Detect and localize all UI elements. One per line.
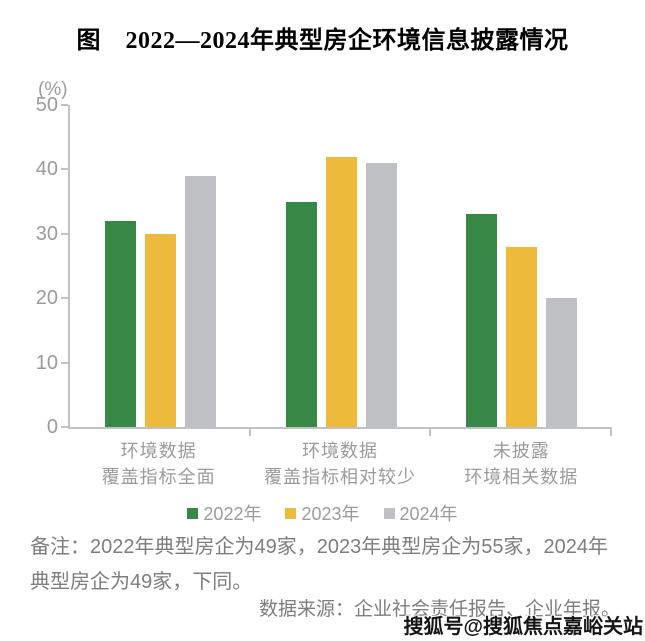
x-axis-labels: 环境数据 覆盖指标全面 环境数据 覆盖指标相对较少 未披露 环境相关数据 [68,438,612,490]
y-tick-label: 50 [35,94,58,116]
legend-swatch-icon [187,507,199,519]
y-tick-label: 10 [35,351,58,374]
bar-2022年-group1 [104,220,136,427]
y-tick-mark [61,426,68,428]
bar-group-1 [70,105,251,427]
y-tick-mark [61,232,68,235]
bar-group-3 [431,105,612,427]
bar-group-2 [251,105,432,427]
y-tick-label: 0 [46,416,58,438]
x-axis-label-2: 环境数据 覆盖指标相对较少 [263,441,416,487]
chart-title: 图 2022—2024年典型房企环境信息披露情况 [76,28,569,54]
legend-label: 2022年 [203,504,262,524]
y-axis-unit-label: (%) [38,79,68,100]
bar-2022年-group3 [466,214,498,427]
sohu-watermark: 搜狐号@搜狐焦点嘉峪关站 [403,616,643,638]
legend-item-2024年: 2024年 [383,500,458,526]
data-source-note: 数据来源：企业社会责任报告、企业年报。 [258,599,620,620]
bar-2023年-group1 [144,233,176,427]
y-tick-label: 20 [35,287,58,310]
bar-2024年-group2 [365,162,397,427]
x-tick-mark [429,429,432,436]
legend-swatch-icon [383,507,395,519]
plot-area: 0 10 20 30 40 50 [36,95,612,437]
x-tick-mark [610,429,612,436]
chart-legend: 2022年 2023年 2024年 [0,500,645,526]
y-tick-label: 40 [35,158,58,181]
remark-note: 备注：2022年典型房企为49家，2023年典型房企为55家，2024年典型房企… [30,536,608,593]
x-axis-label-3: 未披露 环境相关数据 [464,441,579,487]
y-tick-mark [61,168,68,171]
bar-2023年-group3 [506,246,538,427]
legend-swatch-icon [285,507,297,519]
legend-item-2022年: 2022年 [187,500,261,526]
y-tick-mark [61,361,68,364]
y-tick-mark [61,104,68,106]
bar-2023年-group2 [325,156,357,427]
y-tick-mark [61,297,68,300]
legend-label: 2023年 [301,504,360,524]
bar-2022年-group2 [285,201,317,427]
x-tick-mark [248,429,251,436]
legend-label: 2024年 [399,504,458,524]
bar-2024年-group3 [546,298,578,427]
bar-2024年-group1 [184,175,216,427]
y-tick-label: 30 [35,222,58,245]
x-axis-label-1: 环境数据 覆盖指标全面 [101,441,216,487]
legend-item-2023年: 2023年 [285,500,360,526]
